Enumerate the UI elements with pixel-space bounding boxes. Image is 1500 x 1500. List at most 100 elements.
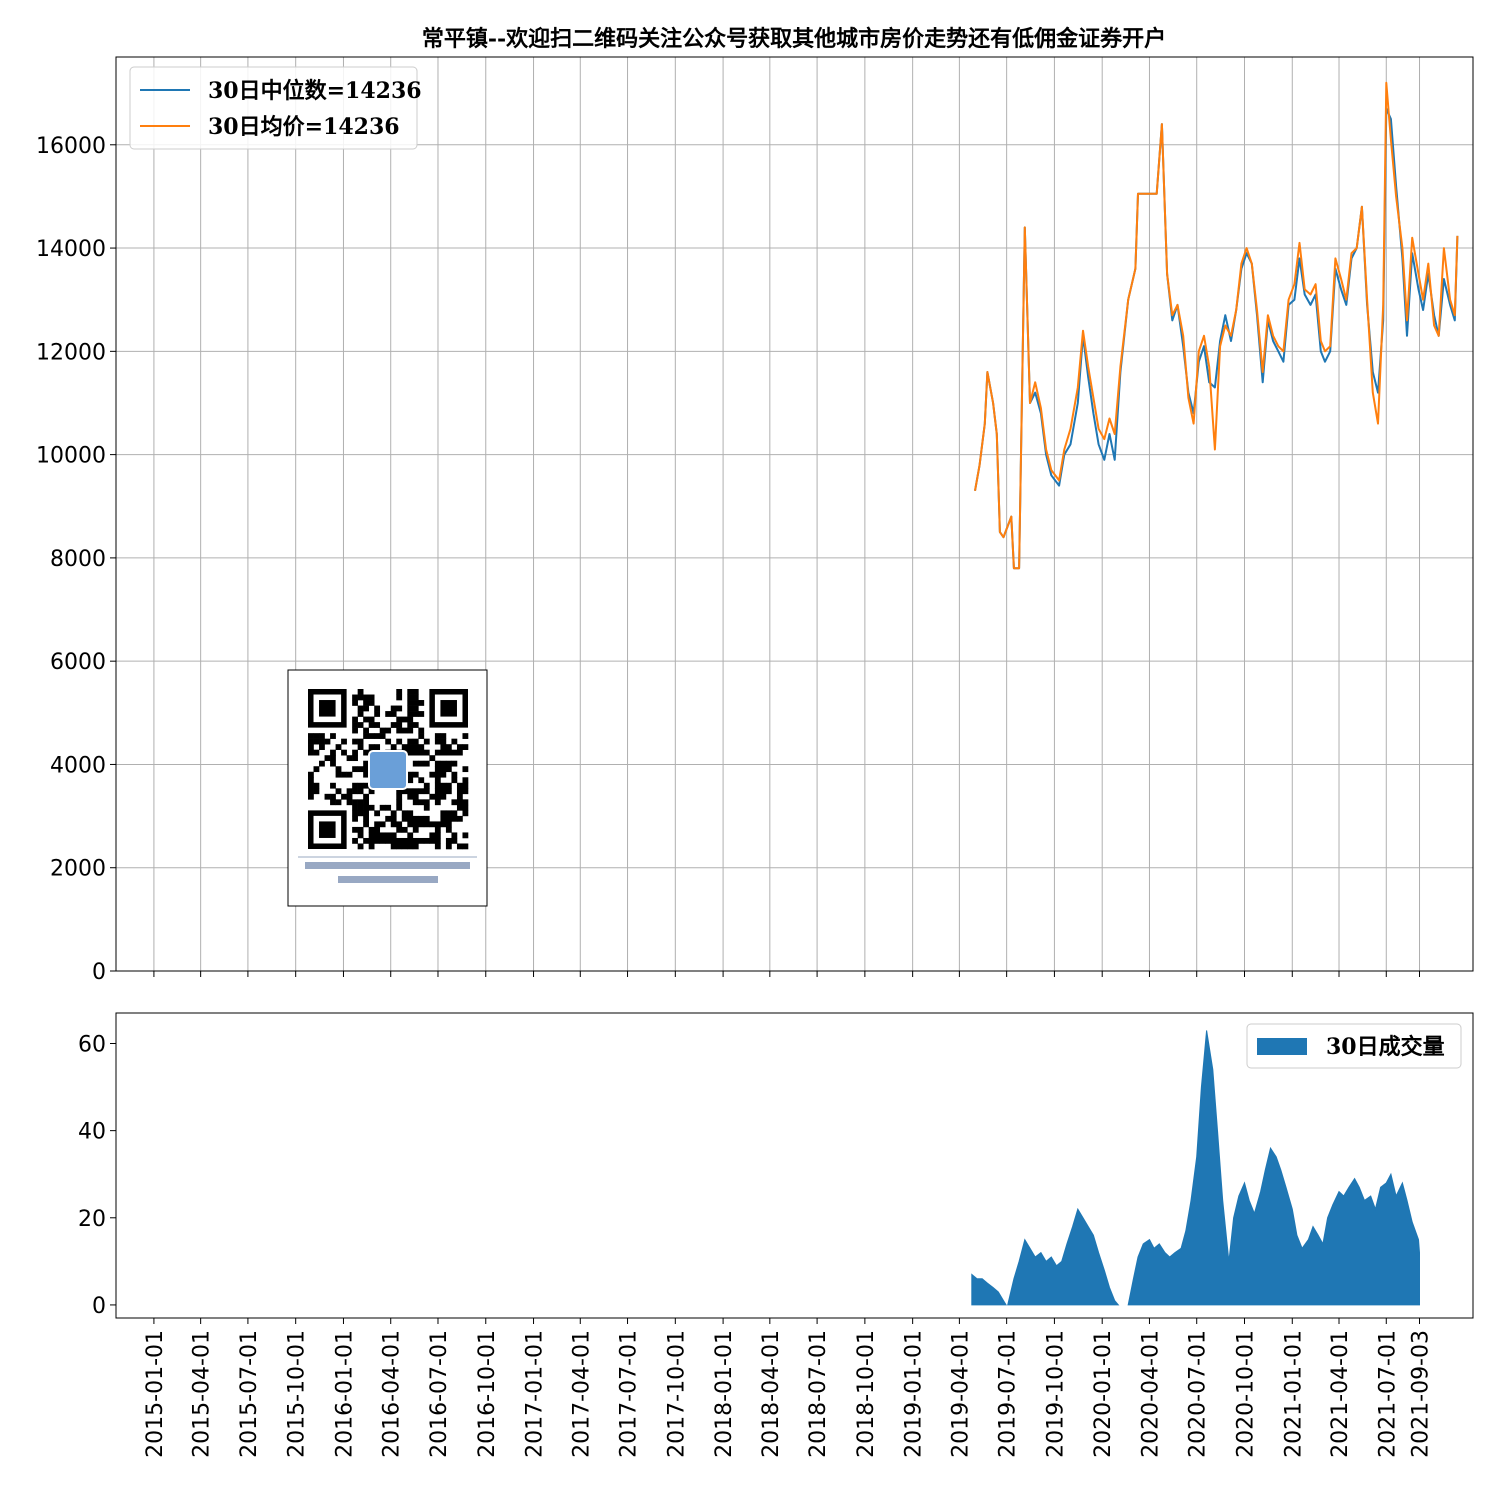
qr-module — [368, 837, 375, 844]
qr-module — [352, 799, 358, 806]
qr-module — [368, 826, 375, 833]
qr-module — [440, 821, 447, 828]
qr-module — [440, 749, 447, 756]
qr-module — [330, 733, 336, 739]
qr-module — [429, 755, 436, 762]
qr-module — [401, 716, 408, 723]
qr-module — [352, 700, 358, 706]
qr-module — [462, 810, 469, 817]
qr-module — [308, 738, 314, 745]
qr-module — [418, 815, 425, 822]
volume-y-tick-label: 40 — [78, 1120, 106, 1145]
qr-module — [357, 738, 364, 745]
qr-module — [407, 810, 414, 817]
qr-module — [456, 843, 463, 850]
qr-module — [396, 705, 403, 712]
qr-module — [440, 738, 447, 745]
qr-module — [407, 722, 414, 728]
volume-x-tick-label: 2021-01-01 — [1281, 1330, 1306, 1458]
qr-module — [363, 733, 369, 739]
qr-module — [357, 744, 364, 750]
qr-module — [401, 843, 408, 850]
qr-module — [456, 788, 463, 795]
qr-module — [407, 705, 414, 712]
qr-module — [418, 799, 425, 806]
legend-label-mean: 30日均价=14236 — [208, 114, 400, 140]
qr-module — [462, 733, 469, 739]
qr-module — [462, 744, 469, 750]
volume-x-tick-label: 2017-01-01 — [523, 1330, 548, 1458]
qr-module — [346, 771, 353, 778]
qr-module — [335, 799, 342, 806]
qr-module — [456, 744, 463, 750]
qr-module — [418, 700, 425, 706]
qr-module — [390, 744, 397, 750]
qr-module — [418, 837, 425, 844]
volume-x-tick-label: 2017-10-01 — [664, 1330, 689, 1458]
qr-module — [357, 826, 364, 833]
qr-module — [434, 793, 441, 800]
volume-x-tick-label: 2015-10-01 — [285, 1330, 310, 1458]
qr-module — [390, 810, 397, 817]
qr-module — [308, 749, 314, 756]
qr-module — [440, 771, 447, 778]
price-y-tick-label: 14000 — [36, 237, 106, 262]
qr-module — [412, 738, 419, 745]
qr-module — [368, 716, 375, 723]
qr-module — [456, 782, 463, 789]
qr-module — [357, 766, 364, 773]
qr-module — [330, 782, 336, 789]
qr-module — [319, 744, 325, 750]
qr-module — [434, 821, 441, 828]
qr-module — [396, 716, 403, 723]
qr-module — [363, 815, 369, 822]
qr-code-inset — [287, 669, 488, 907]
price-y-tick-label: 10000 — [36, 444, 106, 469]
qr-module — [423, 738, 430, 745]
volume-x-tick-label: 2021-09-03 — [1409, 1330, 1434, 1458]
qr-module — [396, 821, 403, 828]
qr-module — [407, 694, 414, 701]
qr-module — [379, 804, 386, 811]
qr-module — [352, 716, 358, 723]
volume-x-tick-label: 2016-07-01 — [427, 1330, 452, 1458]
qr-module — [401, 837, 408, 844]
volume-x-tick-label: 2020-07-01 — [1186, 1330, 1211, 1458]
qr-module — [357, 810, 364, 817]
qr-module — [313, 733, 320, 739]
qr-module — [390, 821, 397, 828]
qr-module — [324, 755, 331, 762]
qr-module — [412, 744, 419, 750]
volume-x-tick-label: 2019-04-01 — [948, 1330, 973, 1458]
qr-module — [423, 782, 430, 789]
qr-module — [352, 788, 358, 795]
qr-module — [308, 771, 314, 778]
qr-module — [440, 810, 447, 817]
qr-module — [357, 832, 364, 839]
volume-y-tick-label: 0 — [92, 1294, 106, 1319]
qr-module — [374, 821, 381, 828]
qr-module — [456, 799, 463, 806]
qr-module — [445, 782, 452, 789]
qr-module — [418, 777, 425, 784]
qr-module — [368, 722, 375, 728]
qr-module — [423, 788, 430, 795]
volume-series — [971, 1030, 1420, 1306]
qr-module — [374, 722, 381, 728]
qr-module — [407, 843, 414, 850]
qr-module — [445, 821, 452, 828]
qr-module — [352, 766, 358, 773]
legend-label-median: 30日中位数=14236 — [208, 78, 422, 104]
volume-y-tick-label: 60 — [78, 1033, 106, 1058]
qr-module — [363, 766, 369, 773]
volume-x-tick-label: 2018-10-01 — [854, 1330, 879, 1458]
qr-module — [396, 843, 403, 850]
qr-module — [335, 771, 342, 778]
qr-module — [412, 700, 419, 706]
chart-title: 常平镇--欢迎扫二维码关注公众号获取其他城市房价走势还有低佣金证券开户 — [422, 26, 1166, 52]
qr-module — [451, 760, 458, 767]
volume-area — [1127, 1030, 1420, 1306]
qr-module — [363, 771, 369, 778]
volume-x-tick-label: 2021-04-01 — [1328, 1330, 1353, 1458]
qr-module — [445, 788, 452, 795]
